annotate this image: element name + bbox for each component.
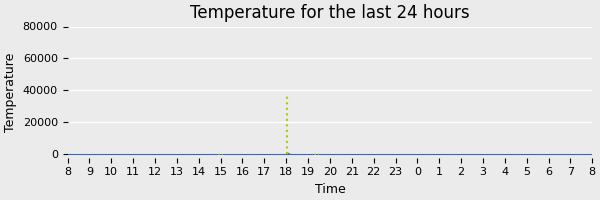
- X-axis label: Time: Time: [314, 183, 345, 196]
- Y-axis label: Temperature: Temperature: [4, 52, 17, 132]
- Title: Temperature for the last 24 hours: Temperature for the last 24 hours: [190, 4, 470, 22]
